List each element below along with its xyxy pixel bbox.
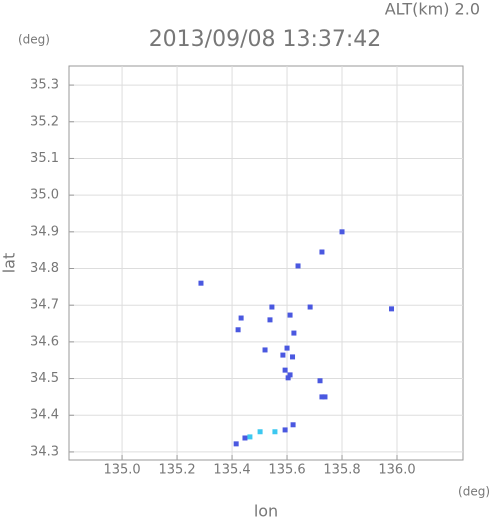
- y-tick-label: 34.9: [30, 224, 59, 239]
- echo-point: [389, 306, 395, 312]
- echo-point: [257, 429, 263, 435]
- echo-point: [247, 434, 253, 440]
- plot-frame: [68, 65, 464, 461]
- echo-point: [285, 375, 291, 381]
- chart-title: 2013/09/08 13:37:42: [149, 27, 382, 52]
- echo-point: [282, 367, 288, 373]
- echo-point: [198, 280, 204, 286]
- x-tick-label: 135.2: [158, 463, 195, 478]
- echo-point: [282, 427, 288, 433]
- echo-point: [235, 327, 241, 333]
- echo-point: [287, 312, 293, 318]
- altitude-label: ALT(km) 2.0: [385, 0, 480, 19]
- echo-point: [262, 347, 268, 353]
- echo-point: [317, 378, 323, 384]
- echo-point: [242, 435, 248, 441]
- y-tick-label: 35.1: [30, 151, 59, 166]
- echo-point: [319, 394, 325, 400]
- echo-point: [319, 249, 325, 255]
- echo-point: [272, 429, 278, 435]
- echo-point: [339, 229, 345, 235]
- echo-point: [269, 304, 275, 310]
- y-axis-label: lat: [0, 253, 19, 274]
- echo-point: [267, 317, 273, 323]
- x-tick-label: 136.0: [378, 463, 415, 478]
- y-tick-label: 35.3: [30, 78, 59, 93]
- echo-point: [295, 263, 301, 269]
- echo-point: [284, 345, 290, 351]
- echo-point: [280, 352, 286, 358]
- y-tick-label: 34.8: [30, 261, 59, 276]
- echo-point: [290, 354, 296, 360]
- x-tick-label: 135.4: [213, 463, 250, 478]
- x-tick-label: 135.0: [103, 463, 140, 478]
- y-tick-label: 34.4: [30, 408, 59, 423]
- x-unit: (deg): [458, 485, 490, 499]
- y-unit: (deg): [18, 33, 50, 47]
- y-tick-label: 35.0: [30, 188, 59, 203]
- x-axis-label: lon: [254, 502, 278, 521]
- x-tick-label: 135.6: [268, 463, 305, 478]
- echo-point: [238, 315, 244, 321]
- echo-point: [233, 441, 239, 447]
- echo-point: [287, 372, 293, 378]
- y-tick-label: 34.3: [30, 444, 59, 459]
- y-tick-label: 34.6: [30, 334, 59, 349]
- y-tick-label: 35.2: [30, 114, 59, 129]
- echo-point: [291, 330, 297, 336]
- x-tick-label: 135.8: [323, 463, 360, 478]
- echo-point: [290, 422, 296, 428]
- echo-point: [307, 304, 313, 310]
- y-tick-label: 34.7: [30, 298, 59, 313]
- echo-point: [322, 394, 328, 400]
- y-tick-label: 34.5: [30, 371, 59, 386]
